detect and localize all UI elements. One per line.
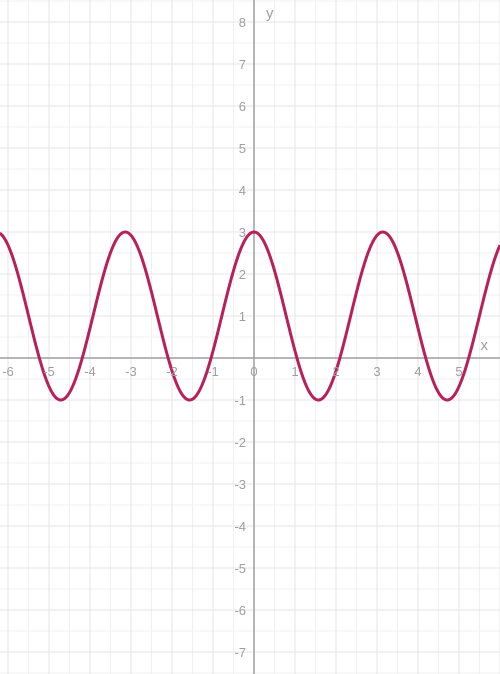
- x-tick-label: 0: [250, 364, 257, 379]
- x-tick-label: 4: [414, 364, 421, 379]
- y-tick-label: -1: [234, 393, 246, 408]
- x-tick-label: 3: [373, 364, 380, 379]
- y-tick-label: 1: [239, 309, 246, 324]
- y-axis-label: y: [266, 5, 274, 22]
- chart-container: -6 -5 -4 -3 -2 -1 0 1 2 3 4 5 -7 -6 -5 -4 -3 -2 -1 1 2 3 4 5 6 7 8…: [0, 0, 500, 674]
- y-tick-label: 5: [239, 141, 246, 156]
- chart-svg: -6 -5 -4 -3 -2 -1 0 1 2 3 4 5 -7 -6 -5 -4 -3 -2 -1 1 2 3 4 5 6 7 8…: [0, 0, 500, 674]
- y-tick-label: -7: [234, 645, 246, 660]
- x-tick-label: -4: [84, 364, 96, 379]
- y-tick-label: 4: [239, 183, 246, 198]
- y-tick-label: 8: [239, 15, 246, 30]
- y-tick-label: -5: [234, 561, 246, 576]
- y-tick-label: 7: [239, 57, 246, 72]
- x-tick-label: 1: [291, 364, 298, 379]
- x-tick-label: 2: [332, 364, 339, 379]
- y-tick-label: -2: [234, 435, 246, 450]
- y-tick-label: -6: [234, 603, 246, 618]
- x-tick-label: -3: [125, 364, 137, 379]
- x-tick-label: -2: [166, 364, 178, 379]
- y-tick-label: -4: [234, 519, 246, 534]
- x-tick-label: -6: [2, 364, 14, 379]
- x-axis-label: x: [481, 337, 489, 354]
- y-tick-label: 3: [239, 225, 246, 240]
- x-tick-label: -1: [207, 364, 219, 379]
- x-tick-label: 5: [455, 364, 462, 379]
- y-tick-label: -3: [234, 477, 246, 492]
- x-tick-label: -5: [43, 364, 55, 379]
- y-tick-label: 6: [239, 99, 246, 114]
- y-tick-label: 2: [239, 267, 246, 282]
